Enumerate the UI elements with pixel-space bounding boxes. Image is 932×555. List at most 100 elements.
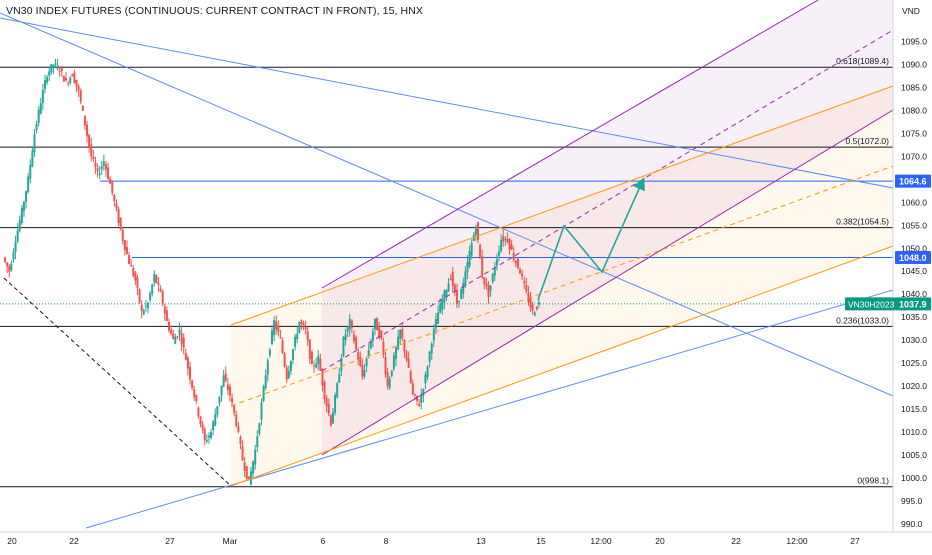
candle-body [283,353,286,367]
candle-body [128,255,131,265]
candle-body [12,252,15,260]
candle-body [189,367,192,380]
candle-body [470,243,473,256]
candle-body [43,80,46,89]
candle-body [422,389,425,396]
candle-body [279,337,282,339]
symbol-title[interactable]: VN30 INDEX FUTURES (CONTINUOUS: CURRENT … [6,5,424,17]
candle-body [111,180,114,194]
candle-body [264,375,267,388]
price-tick-label: 1090.0 [901,59,927,69]
candle-body [56,65,59,69]
price-axis-bg [893,0,932,550]
price-tick-label: 1035.0 [901,312,927,322]
candle-body [416,395,419,401]
candle-body [193,389,196,398]
candle-body [258,423,261,434]
candle-body [54,63,57,65]
candle-body [468,251,471,267]
candle-body [77,86,80,91]
candle-body [357,351,360,361]
candle-body [510,244,513,250]
dashed-decline-line [3,277,232,487]
candle-body [531,304,534,311]
candle-body [460,289,463,300]
candle-body [529,297,532,308]
candle-body [10,263,13,271]
candle-body [90,144,93,157]
candle-body [317,355,320,365]
candle-body [256,436,259,448]
candle-body [298,321,301,333]
candle-body [355,337,358,349]
candle-body [437,312,440,324]
pitchfork-purple-upper [321,0,819,289]
candle-body [445,290,448,298]
time-tick-label: 13 [476,536,486,546]
pitchfork-fills [231,0,893,486]
horizontal-level-tag: 1048.0 [899,253,927,263]
candle-body [533,312,536,316]
time-tick-label: 12:00 [786,536,808,546]
candle-body [474,228,477,236]
candle-body [489,285,492,291]
candle-body [161,291,164,305]
candle-body [498,251,501,256]
candle-body [487,284,490,298]
candle-body [382,341,385,355]
candle-body [83,115,86,126]
candle-body [121,229,124,241]
candles [4,58,540,486]
time-tick-label: 20 [655,536,665,546]
candle-body [537,302,540,305]
price-tick-label: 990.0 [901,519,923,529]
candle-body [495,259,498,266]
candle-body [113,195,116,202]
candle-body [535,306,538,310]
candle-body [252,461,255,474]
candle-body [268,349,271,356]
horizontal-level-tag: 1064.6 [899,177,927,187]
candle-body [462,283,465,294]
time-tick-label: 6 [321,536,326,546]
candle-body [378,325,381,338]
candle-body [199,416,202,425]
candle-body [420,395,423,403]
price-tick-label: 1050.0 [901,243,927,253]
candle-body [165,310,168,321]
price-tick-label: 1015.0 [901,404,927,414]
price-tick-label: 1010.0 [901,427,927,437]
candle-body [344,334,347,341]
candle-body [426,366,429,378]
candle-body [117,209,120,224]
candle-body [25,191,28,202]
candle-body [186,357,189,369]
candle-body [294,336,297,347]
candle-body [96,168,99,172]
drawings[interactable] [0,0,894,529]
candle-body [302,323,305,326]
candle-body [281,340,284,353]
candle-body [203,429,206,440]
candle-body [228,386,231,396]
candle-body [245,466,248,479]
price-tick-label: 1030.0 [901,335,927,345]
candle-body [428,351,431,362]
candle-body [216,406,219,415]
candle-body [71,74,74,77]
candle-body [310,351,313,365]
trendline-lower [85,289,894,529]
candle-body [220,385,223,396]
candle-body [493,268,496,276]
candle-body [479,244,482,259]
candle-body [273,320,276,336]
price-tick-label: 1055.0 [901,220,927,230]
time-tick-label: 27 [165,536,175,546]
candle-body [451,272,454,286]
candle-body [308,339,311,360]
price-tick-label: 1060.0 [901,197,927,207]
candle-body [340,358,343,372]
